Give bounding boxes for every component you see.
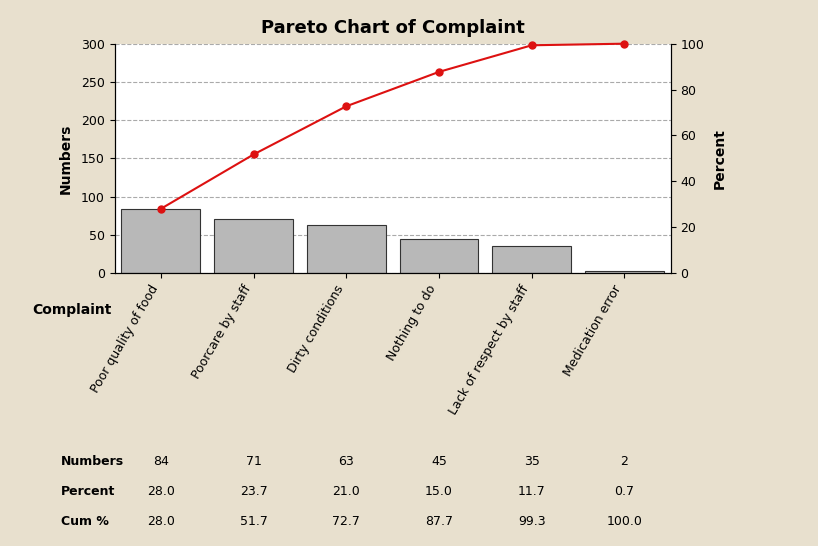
Text: 45: 45 [431,455,447,468]
Text: 51.7: 51.7 [240,515,267,528]
Text: 72.7: 72.7 [332,515,360,528]
Text: Complaint: Complaint [33,303,112,317]
Text: 21.0: 21.0 [332,485,360,498]
Text: 28.0: 28.0 [147,515,175,528]
Bar [492,246,571,273]
Text: 35: 35 [524,455,540,468]
Bar [585,271,664,273]
Bar [307,225,386,273]
Y-axis label: Percent: Percent [712,128,726,189]
Text: 11.7: 11.7 [518,485,546,498]
Text: Cum %: Cum % [61,515,110,528]
Text: 71: 71 [245,455,262,468]
Text: 2: 2 [621,455,628,468]
Text: 28.0: 28.0 [147,485,175,498]
Text: 84: 84 [153,455,169,468]
Text: 23.7: 23.7 [240,485,267,498]
Bar [400,239,479,273]
Text: 87.7: 87.7 [425,515,453,528]
Text: 100.0: 100.0 [606,515,642,528]
Y-axis label: Numbers: Numbers [59,123,73,193]
Text: 63: 63 [339,455,354,468]
Title: Pareto Chart of Complaint: Pareto Chart of Complaint [261,19,524,37]
Bar [214,219,293,273]
Text: Numbers: Numbers [61,455,124,468]
Text: 15.0: 15.0 [425,485,453,498]
Text: 0.7: 0.7 [614,485,635,498]
Text: Percent: Percent [61,485,115,498]
Text: 99.3: 99.3 [518,515,546,528]
Bar [121,209,200,273]
